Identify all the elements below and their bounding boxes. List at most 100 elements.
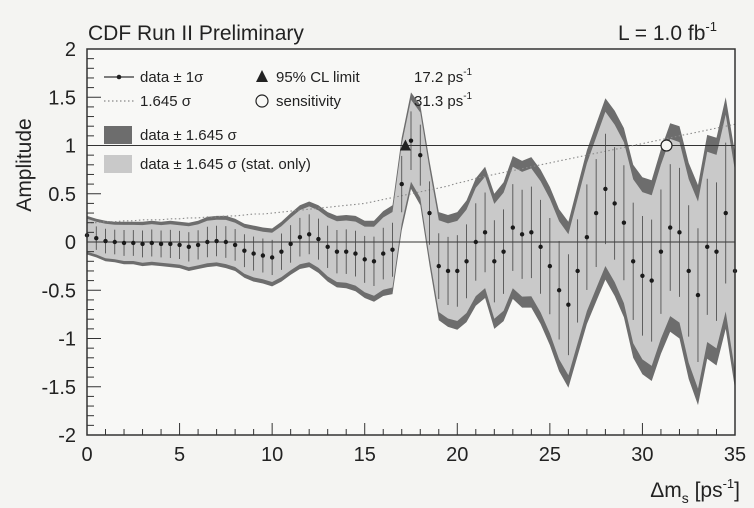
y-tick-label: -2 [58, 425, 76, 447]
data-point [612, 201, 617, 206]
data-point [195, 242, 201, 248]
legend-marker-light-band [104, 155, 132, 173]
data-point [390, 247, 395, 252]
data-point [677, 230, 682, 235]
sigma-1645-curve [87, 123, 736, 224]
data-point [649, 278, 654, 283]
data-point [297, 234, 303, 240]
data-point [325, 244, 330, 250]
y-tick-label: 0 [65, 232, 76, 254]
data-point [288, 241, 293, 247]
legend-value-sensitivity: 31.3 ps-1 [414, 91, 473, 110]
data-point [603, 186, 608, 192]
data-point [547, 263, 553, 269]
data-point [714, 249, 719, 254]
data-point [529, 230, 534, 235]
x-tick-label: 35 [724, 444, 746, 466]
luminosity-text: L = 1.0 fb [618, 22, 705, 45]
x-axis-label-sub: s [682, 490, 689, 506]
sensitivity-curve-layer [87, 123, 736, 224]
x-axis-label-sup: -1 [723, 476, 735, 491]
y-tick-label: 0.5 [48, 184, 76, 206]
data-point [658, 249, 664, 254]
x-axis-label-unit: [ps [689, 479, 723, 502]
y-axis-label: Amplitude [13, 118, 36, 211]
legend-value-limit: 17.2 ps-1 [414, 67, 473, 86]
data-point [94, 235, 99, 241]
data-point [630, 259, 636, 264]
y-tick-label: -1 [58, 329, 76, 351]
bands-layer [87, 92, 735, 406]
data-point [103, 238, 108, 244]
luminosity-label: L = 1.0 fb-1 [618, 19, 717, 45]
data-point [482, 230, 488, 235]
data-point [279, 249, 284, 254]
data-point [464, 259, 469, 264]
x-tick-label: 0 [81, 444, 92, 466]
data-point [686, 268, 691, 274]
data-point [232, 242, 238, 248]
data-point [353, 251, 358, 256]
data-point [427, 210, 432, 216]
axis-ticks-layer: 0 5 10 15 20 25 30 35 2 1.5 1 0.5 0 -0.5 -1 -1.5 -2 [42, 39, 747, 466]
legend-label-dark-band: data ± 1.645 σ [140, 127, 237, 144]
legend: data ± 1σ 1.645 σ data ± 1.645 σ data ± … [104, 67, 473, 173]
data-point [455, 268, 460, 274]
data-point [556, 288, 562, 293]
legend-marker-triangle [256, 70, 268, 82]
y-tick-label: 1 [65, 136, 76, 158]
data-point [269, 255, 275, 260]
x-tick-label: 5 [174, 444, 185, 466]
x-tick-label: 20 [446, 444, 468, 466]
legend-marker-data-point [116, 74, 122, 80]
x-tick-label: 25 [539, 444, 561, 466]
data-point [418, 152, 423, 158]
legend-marker-dark-band [104, 126, 132, 144]
legend-value-sensitivity-text: 31.3 ps [414, 93, 463, 110]
data-point [149, 240, 154, 246]
data-point [140, 241, 145, 247]
x-tick-label: 30 [631, 444, 653, 466]
data-point [316, 236, 321, 242]
legend-label-limit: 95% CL limit [276, 69, 360, 86]
x-axis-label-close: ] [734, 479, 740, 502]
y-tick-label: 2 [65, 39, 76, 61]
data-point [121, 240, 127, 246]
data-point [519, 232, 525, 237]
y-tick-label: 1.5 [48, 87, 76, 109]
data-point [566, 302, 571, 307]
x-axis-label: Δms [ps-1] [650, 476, 740, 506]
data-point [510, 225, 516, 230]
x-tick-label: 10 [261, 444, 283, 466]
data-point [399, 181, 404, 187]
y-tick-label: -1.5 [42, 377, 76, 399]
luminosity-sup: -1 [705, 19, 717, 34]
data-point [251, 251, 256, 256]
data-point [214, 238, 219, 244]
data-points-layer [84, 138, 738, 307]
data-point [168, 241, 173, 247]
data-point [205, 239, 210, 245]
legend-label-light-band: data ± 1.645 σ (stat. only) [140, 156, 311, 173]
x-tick-label: 15 [354, 444, 376, 466]
data-point [473, 239, 478, 245]
data-point [344, 249, 349, 254]
sensitivity-circle-marker [660, 139, 673, 152]
data-point [575, 268, 580, 274]
legend-value-limit-text: 17.2 ps [414, 69, 463, 86]
data-point [584, 234, 590, 240]
legend-value-sensitivity-sup: -1 [463, 91, 472, 102]
legend-marker-open-circle [255, 94, 269, 108]
data-point [445, 268, 451, 274]
data-point [538, 244, 543, 250]
data-point [436, 263, 441, 269]
limit-triangle-marker [399, 139, 411, 151]
legend-label-1645-sigma: 1.645 σ [140, 93, 192, 110]
data-point [705, 244, 710, 250]
data-point [186, 244, 192, 250]
data-point [223, 239, 229, 245]
data-point [640, 273, 645, 278]
data-point [723, 210, 728, 216]
data-point [362, 257, 367, 262]
